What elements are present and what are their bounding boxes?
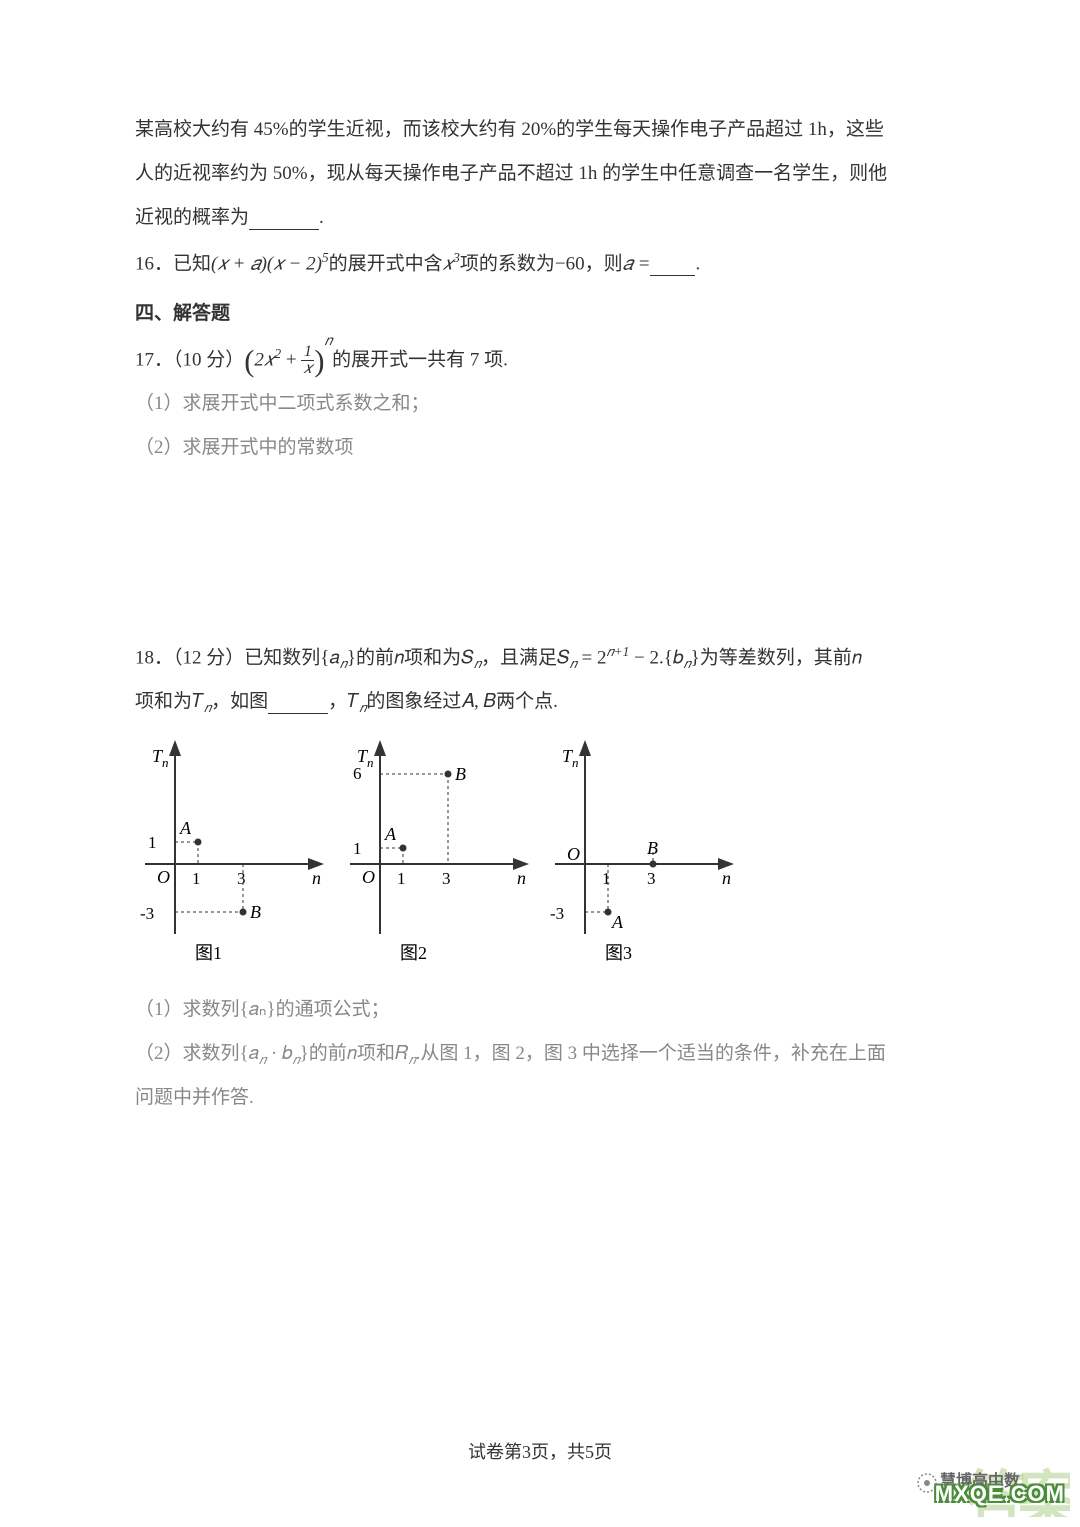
watermark: 答案 慧博高中数 MXQE.COM [870,1447,1070,1517]
q18-sub-n3: 𝑛 [570,656,577,671]
q15-blank [249,207,319,230]
q17-sub1: （1）求展开式中二项式系数之和； [135,384,945,424]
svg-text:1: 1 [353,839,362,858]
svg-text:B: B [250,902,261,922]
q18-sub1: （1）求数列{𝑎ₙ}的通项公式； [135,990,945,1030]
q18-sub-n1: 𝑛 [340,656,347,671]
svg-text:1: 1 [192,869,201,888]
q15-line3: 近视的概率为. [135,198,945,238]
svg-text:B: B [455,764,466,784]
graphs-container: T n n O 1 -3 1 3 A B 图1 T n [135,734,945,974]
svg-text:A: A [384,824,397,844]
svg-text:B: B [647,838,658,858]
q16-exp1: 5 [322,250,329,265]
q18-sub-n2: 𝑛 [474,656,481,671]
q16-exp2: 3 [453,250,460,265]
q18-mid3: = 2 [577,647,607,668]
svg-text:A: A [179,818,192,838]
svg-text:3: 3 [237,869,246,888]
q17: 17．（10 分）(2𝑥2 + 1𝑥)𝑛的展开式一共有 7 项. [135,340,945,380]
q18-sub-n4: 𝑛 [684,656,691,671]
q18-sub2-prefix: （2）求数列{𝑎 [135,1043,259,1064]
section4-title: 四、解答题 [135,294,945,334]
q17-inner-a: 2𝑥 [254,349,274,370]
q18-mid5: }为等差数列，其前𝑛 [691,647,862,668]
q18-sub2-line1: （2）求数列{𝑎𝑛 · 𝑏𝑛}的前𝑛项和𝑅𝑛.从图 1，图 2，图 3 中选择一… [135,1034,945,1074]
q17-suffix: 的展开式一共有 7 项. [332,349,508,370]
q15-line3-prefix: 近视的概率为 [135,207,249,228]
q18-exp-np1: 𝑛+1 [607,644,630,659]
q18-blank [268,691,328,714]
q17-frac-num: 1 [301,344,314,361]
q15-line2: 人的近视率约为 50%，现从每天操作电子产品不超过 1h 的学生中任意调查一名学… [135,154,945,194]
q16-expr1: (𝑥 + 𝑎)(𝑥 − 2) [211,253,322,274]
q15-line3-suffix: . [319,207,324,228]
svg-text:1: 1 [397,869,406,888]
svg-text:O: O [567,844,580,864]
q18-l2-suffix: 的图象经过𝐴, 𝐵两个点. [366,691,558,712]
q18-sub2-mid2: }的前𝑛项和𝑅 [300,1043,409,1064]
q17-paren-l: ( [244,344,254,378]
q17-exp-n: 𝑛 [324,333,332,349]
q17-sub2: （2）求展开式中的常数项 [135,428,945,468]
q17-prefix: 17．（10 分） [135,349,244,370]
svg-text:6: 6 [353,764,362,783]
svg-text:n: n [517,868,526,888]
q18-line2: 项和为𝑇𝑛，如图，𝑇𝑛的图象经过𝐴, 𝐵两个点. [135,682,945,722]
q18-mid1: }的前𝑛项和为𝑆 [347,647,474,668]
q16-expr3: 𝑎 = [623,253,651,274]
graph1: T n n O 1 -3 1 3 A B 图1 [140,744,321,963]
q18-mid4: − 2.{𝑏 [629,647,683,668]
q18-sub2-line2: 问题中并作答. [135,1078,945,1118]
svg-text:3: 3 [442,869,451,888]
svg-text:A: A [611,912,624,932]
svg-text:图1: 图1 [195,943,222,963]
q16-mid2: 项的系数为−60，则 [460,253,623,274]
q18-sub2-sub3: 𝑛 [408,1052,415,1067]
q18-l2-prefix: 项和为𝑇 [135,691,204,712]
svg-text:n: n [162,755,169,770]
q15-line1: 某高校大约有 45%的学生近视，而该校大约有 20%的学生每天操作电子产品超过 … [135,110,945,150]
q18-sub2-suffix: .从图 1，图 2，图 3 中选择一个适当的条件，补充在上面 [416,1043,886,1064]
svg-text:3: 3 [647,869,656,888]
q18-sub2-sub1: 𝑛 [259,1052,266,1067]
svg-text:n: n [312,868,321,888]
svg-text:O: O [157,867,170,887]
q18-sub2-sub2: 𝑛 [293,1052,300,1067]
svg-text:图3: 图3 [605,943,632,963]
q18-mid2: ，且满足𝑆 [481,647,570,668]
q16-suffix: . [695,253,700,274]
q18-l2-mid2: ，𝑇 [328,691,359,712]
graph3: T n n O -3 1 3 A B 图3 [550,744,731,963]
q17-frac: 1𝑥 [301,344,314,377]
q16-expr2: 𝑥 [443,253,454,274]
q16-prefix: 16．已知 [135,253,211,274]
svg-text:-3: -3 [140,904,154,923]
svg-text:图2: 图2 [400,943,427,963]
q17-plus: + [281,349,301,370]
q18-l2-mid: ，如图 [211,691,268,712]
q18-line1: 18．（12 分）已知数列{𝑎𝑛}的前𝑛项和为𝑆𝑛，且满足𝑆𝑛 = 2𝑛+1 −… [135,638,945,678]
svg-text:1: 1 [148,833,157,852]
svg-text:O: O [362,867,375,887]
q16: 16．已知(𝑥 + 𝑎)(𝑥 − 2)5的展开式中含𝑥3项的系数为−60，则𝑎 … [135,244,945,284]
svg-text:-3: -3 [550,904,564,923]
graphs-svg: T n n O 1 -3 1 3 A B 图1 T n [135,734,755,974]
svg-text:n: n [722,868,731,888]
svg-text:n: n [572,755,579,770]
graph2: T n n O 1 6 1 3 A B 图2 [350,744,526,963]
q18-sub2-mid1: · 𝑏 [266,1043,292,1064]
q17-paren-r: ) [314,344,324,378]
q17-frac-den: 𝑥 [301,361,314,377]
q16-blank [650,253,695,276]
q16-mid1: 的展开式中含 [329,253,443,274]
watermark-mxqe: MXQE.COM [935,1471,1065,1517]
svg-text:n: n [367,755,374,770]
spacer [135,472,945,632]
svg-text:1: 1 [602,869,611,888]
q18-prefix: 18．（12 分）已知数列{𝑎 [135,647,340,668]
